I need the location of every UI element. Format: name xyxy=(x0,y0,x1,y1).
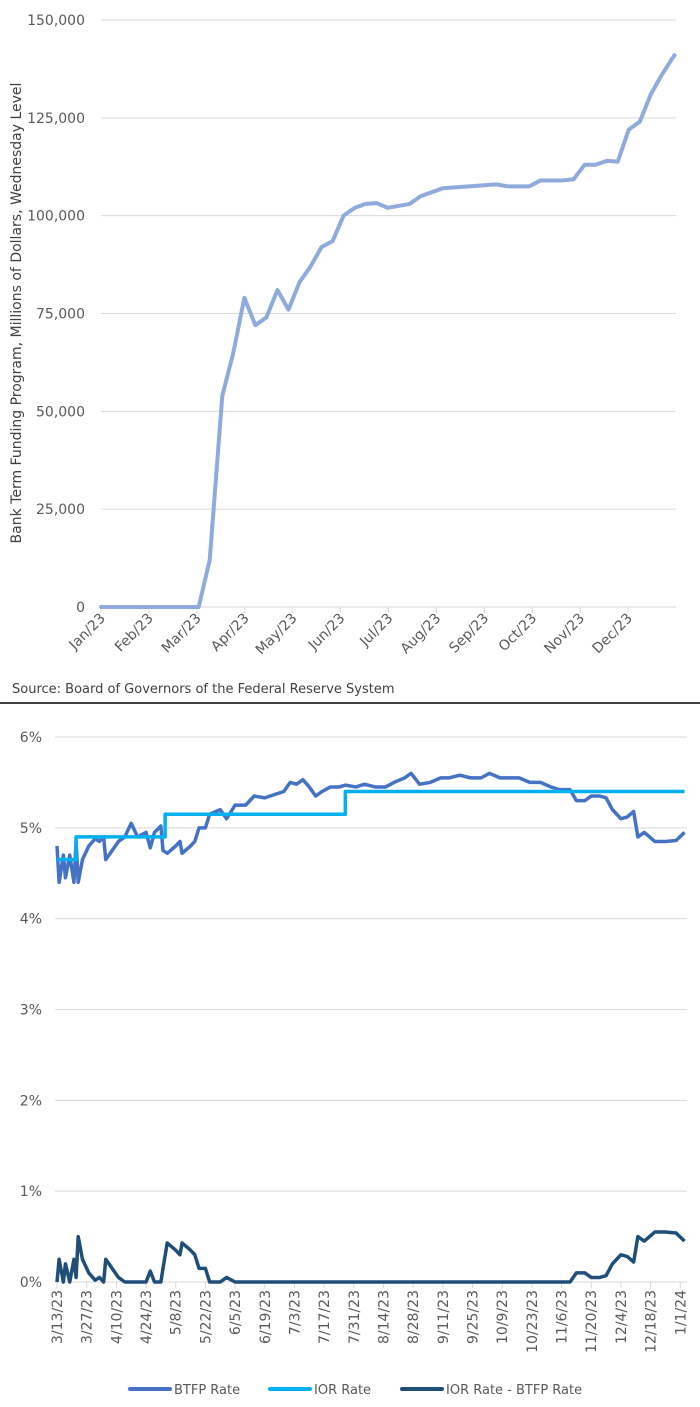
y-tick-label: 3% xyxy=(20,1003,42,1019)
source-note: Source: Board of Governors of the Federa… xyxy=(12,682,395,697)
legend-label: IOR Rate xyxy=(314,1383,371,1398)
x-tick-label: 5/8/23 xyxy=(169,1290,185,1335)
x-tick-label: 11/20/23 xyxy=(584,1290,600,1353)
x-tick-label: 9/25/23 xyxy=(466,1290,482,1344)
y-tick-label: 125,000 xyxy=(27,111,85,127)
series-line-btfp-rate xyxy=(55,771,686,885)
x-tick-label: Sep/23 xyxy=(446,611,492,657)
y-tick-label: 50,000 xyxy=(36,404,85,420)
x-tick-label: Jan/23 xyxy=(66,611,109,654)
x-tick-label: 7/31/23 xyxy=(347,1290,363,1344)
legend-label: BTFP Rate xyxy=(174,1383,240,1398)
rates-chart: 0% 1% 2% 3% 4% 5% 6% 3/13/23 3/27/23 4/10/23 4/24/… xyxy=(20,730,689,1353)
y-tick-label: 6% xyxy=(20,730,42,746)
y-tick-label: 0% xyxy=(20,1275,42,1291)
x-tick-label: 12/18/23 xyxy=(644,1290,660,1353)
x-tick-label: 3/13/23 xyxy=(50,1290,66,1344)
legend: BTFP Rate IOR Rate IOR Rate - BTFP Rate xyxy=(128,1383,582,1398)
series-line-ior-rate xyxy=(57,789,685,862)
y-axis-label: Bank Term Funding Program, Millions of D… xyxy=(9,83,25,544)
legend-label: IOR Rate - BTFP Rate xyxy=(446,1383,582,1398)
x-tick-label: 4/24/23 xyxy=(139,1290,155,1344)
x-tick-label: 6/19/23 xyxy=(258,1290,274,1344)
x-tick-label: Oct/23 xyxy=(496,611,540,655)
y-tick-label: 4% xyxy=(20,912,42,928)
x-tick-label: Jun/23 xyxy=(305,611,348,654)
x-tick-label: 11/6/23 xyxy=(555,1290,571,1344)
x-tick-label: Nov/23 xyxy=(541,611,588,658)
x-tick-label: 7/17/23 xyxy=(317,1290,333,1344)
x-tick-label: 10/9/23 xyxy=(495,1290,511,1344)
x-tick-label: Apr/23 xyxy=(208,611,252,655)
y-tick-label: 150,000 xyxy=(27,13,85,29)
x-tick-label: 8/28/23 xyxy=(406,1290,422,1344)
x-tick-label: 1/1/24 xyxy=(673,1290,689,1335)
btfp-balance-chart: 0 25,000 50,000 75,000 100,000 125,000 150,000… xyxy=(27,13,677,659)
x-tick-label: May/23 xyxy=(253,611,301,659)
y-tick-label: 5% xyxy=(20,821,42,837)
x-tick-label: 7/3/23 xyxy=(287,1290,303,1335)
x-tick-label: Feb/23 xyxy=(112,611,157,656)
series-line xyxy=(99,53,677,609)
x-tick-label: Aug/23 xyxy=(398,611,445,658)
y-tick-label: 25,000 xyxy=(36,502,85,518)
series-line-ior-rate-btfp-rate xyxy=(55,1230,686,1284)
x-tick-label: 6/5/23 xyxy=(228,1290,244,1335)
x-tick-label: 3/27/23 xyxy=(80,1290,96,1344)
x-tick-label: 5/22/23 xyxy=(198,1290,214,1344)
y-tick-label: 1% xyxy=(20,1184,42,1200)
x-tick-label: 12/4/23 xyxy=(614,1290,630,1344)
x-tick-label: 4/10/23 xyxy=(109,1290,125,1344)
y-tick-label: 75,000 xyxy=(36,307,85,323)
x-tick-label: 10/23/23 xyxy=(525,1290,541,1353)
y-tick-label: 2% xyxy=(20,1093,42,1109)
x-tick-label: Dec/23 xyxy=(590,611,636,657)
x-tick-label: Jul/23 xyxy=(356,611,396,651)
y-tick-label: 100,000 xyxy=(27,209,85,225)
x-tick-label: Mar/23 xyxy=(159,611,205,657)
y-tick-label: 0 xyxy=(76,600,85,616)
x-tick-label: 8/14/23 xyxy=(376,1290,392,1344)
x-tick-label: 9/11/23 xyxy=(436,1290,452,1344)
